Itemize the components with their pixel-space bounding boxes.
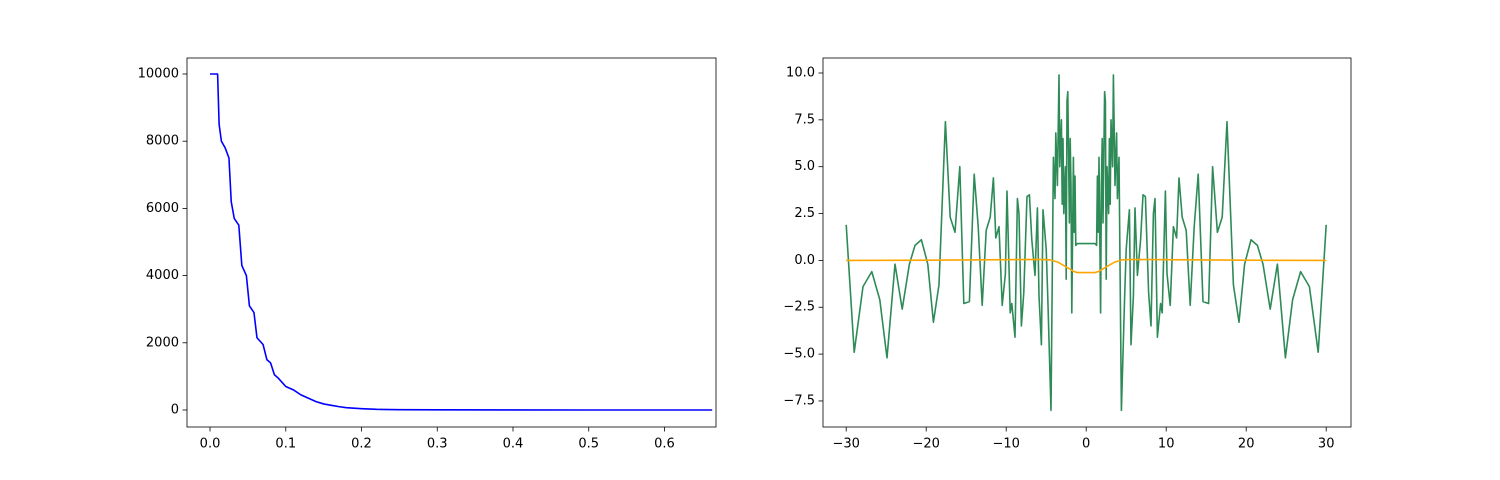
y-tick-label: −5.0	[783, 347, 815, 362]
line	[210, 73, 713, 411]
x-tick-label: 20	[1238, 437, 1255, 452]
x-tick-label: 0.6	[654, 437, 675, 452]
line	[846, 258, 1327, 274]
y-tick-label: −7.5	[783, 393, 815, 408]
y-tick-label: 0.0	[794, 253, 815, 268]
y-tick-label: 2000	[146, 335, 179, 350]
x-tick-label: 0.1	[275, 437, 296, 452]
y-tick-label: 4000	[146, 268, 179, 283]
y-tick-label: 0	[171, 402, 179, 417]
axes-frame	[186, 57, 717, 428]
axes-frame	[822, 57, 1352, 428]
x-tick-label: 30	[1318, 437, 1335, 452]
y-tick-label: 7.5	[794, 112, 815, 127]
y-tick-label: −2.5	[783, 300, 815, 315]
y-tick-label: 2.5	[794, 206, 815, 221]
x-tick-label: −10	[992, 437, 1019, 452]
x-tick-label: −30	[832, 437, 859, 452]
line	[845, 74, 1327, 412]
x-tick-label: 0.3	[427, 437, 448, 452]
x-tick-label: 0.0	[200, 437, 221, 452]
x-tick-label: 10	[1158, 437, 1175, 452]
x-tick-label: 0.2	[351, 437, 372, 452]
y-tick-label: 6000	[146, 201, 179, 216]
y-tick-label: 8000	[146, 134, 179, 149]
y-tick-label: 10000	[138, 66, 179, 81]
y-tick-label: 5.0	[794, 159, 815, 174]
x-tick-label: 0.5	[578, 437, 599, 452]
x-tick-label: 0	[1082, 437, 1090, 452]
x-tick-label: 0.4	[503, 437, 524, 452]
y-tick-label: 10.0	[786, 65, 815, 80]
x-tick-label: −20	[912, 437, 939, 452]
